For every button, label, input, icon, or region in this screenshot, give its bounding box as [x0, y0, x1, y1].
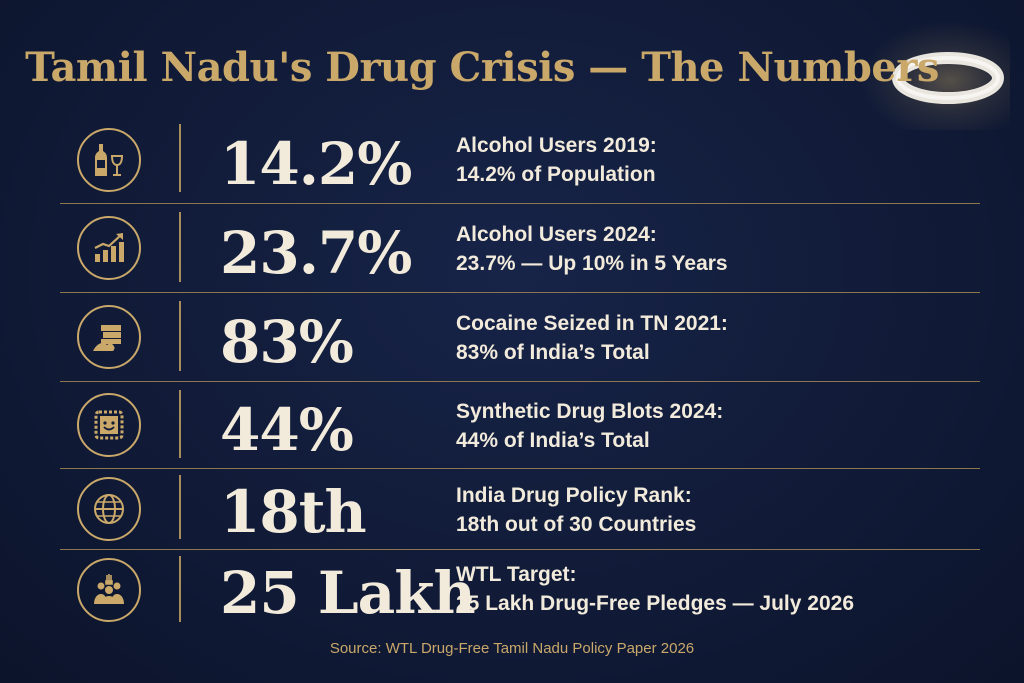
stat-detail: 14.2% of Population: [456, 163, 656, 186]
row-divider: [179, 124, 181, 192]
stat-description: Alcohol Users 2019: 14.2% of Population: [456, 131, 657, 189]
rising-bar-chart-icon: [77, 216, 141, 280]
stat-detail: 25 Lakh Drug-Free Pledges — July 2026: [456, 592, 854, 615]
stat-label: India Drug Policy Rank:: [456, 484, 692, 507]
stat-description: Synthetic Drug Blots 2024: 44% of India’…: [456, 397, 723, 455]
stat-value: 44%: [220, 396, 354, 464]
stat-label: Alcohol Users 2019:: [456, 134, 657, 157]
stat-detail: 18th out of 30 Countries: [456, 513, 697, 536]
row-divider: [179, 475, 181, 539]
stat-row: 23.7% Alcohol Users 2024: 23.7% — Up 10%…: [60, 204, 980, 293]
stats-list: 14.2% Alcohol Users 2019: 14.2% of Popul…: [60, 118, 980, 640]
stat-value: 14.2%: [220, 130, 412, 198]
row-divider: [179, 212, 181, 282]
stat-detail: 44% of India’s Total: [456, 429, 650, 452]
raised-hands-group-icon: [77, 558, 141, 622]
stat-row: 18th India Drug Policy Rank: 18th out of…: [60, 469, 980, 550]
stat-detail: 83% of India’s Total: [456, 341, 650, 364]
row-divider: [179, 556, 181, 622]
stat-value: 83%: [220, 308, 354, 376]
cocaine-bricks-powder-icon: [77, 305, 141, 369]
stat-value: 23.7%: [220, 219, 412, 287]
stat-description: India Drug Policy Rank: 18th out of 30 C…: [456, 481, 696, 539]
alcohol-bottle-glass-icon: [77, 128, 141, 192]
stat-row: 83% Cocaine Seized in TN 2021: 83% of In…: [60, 293, 980, 382]
stat-label: WTL Target:: [456, 563, 577, 586]
page-title: Tamil Nadu's Drug Crisis — The Numbers: [25, 44, 939, 91]
stat-description: Alcohol Users 2024: 23.7% — Up 10% in 5 …: [456, 220, 728, 278]
stat-description: WTL Target: 25 Lakh Drug-Free Pledges — …: [456, 560, 854, 618]
stat-label: Alcohol Users 2024:: [456, 223, 657, 246]
globe-icon: [77, 477, 141, 541]
stat-row: 25 Lakh WTL Target: 25 Lakh Drug-Free Pl…: [60, 550, 980, 640]
row-divider: [179, 301, 181, 371]
stat-value: 18th: [220, 478, 367, 546]
stat-value: 25 Lakh: [220, 559, 476, 627]
stat-row: 14.2% Alcohol Users 2019: 14.2% of Popul…: [60, 118, 980, 204]
gold-sparkle-glow: [860, 20, 1010, 130]
source-note: Source: WTL Drug-Free Tamil Nadu Policy …: [329, 640, 695, 657]
stat-label: Cocaine Seized in TN 2021:: [456, 312, 728, 335]
blotter-smiley-icon: [77, 393, 141, 457]
row-divider: [179, 390, 181, 458]
stat-detail: 23.7% — Up 10% in 5 Years: [456, 252, 728, 275]
stat-description: Cocaine Seized in TN 2021: 83% of India’…: [456, 309, 728, 367]
wristband-icon: [892, 52, 1004, 104]
stat-row: 44% Synthetic Drug Blots 2024: 44% of In…: [60, 382, 980, 469]
stat-label: Synthetic Drug Blots 2024:: [456, 400, 724, 423]
